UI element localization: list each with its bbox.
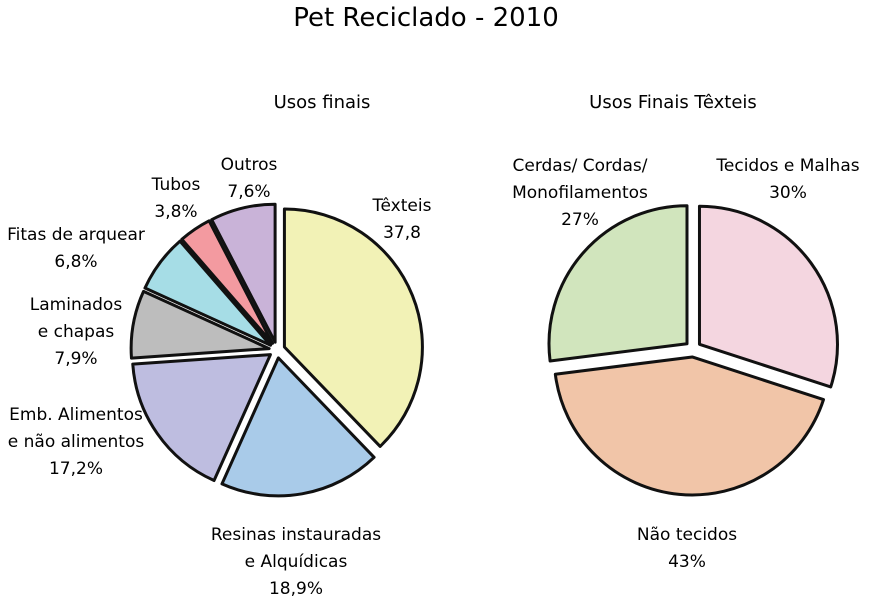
right-pie bbox=[547, 204, 839, 497]
label-line: Fitas de arquear bbox=[7, 225, 145, 245]
right-pie-slice-tecidos-e-malhas bbox=[697, 204, 839, 389]
left-label-texteis: Têxteis 37,8 bbox=[372, 196, 432, 243]
label-line: 18,9% bbox=[269, 579, 323, 599]
right-pie-title: Usos Finais Têxteis bbox=[589, 92, 757, 113]
left-label-outros: Outros 7,6% bbox=[221, 155, 278, 202]
label-line: 3,8% bbox=[154, 202, 197, 222]
label-line: 17,2% bbox=[49, 459, 103, 479]
right-pie-slice-cerdas-cordas-monofilamentos bbox=[547, 204, 689, 363]
left-pie-slice-outros bbox=[210, 202, 277, 344]
left-pie-slice-emb-alimentos-e-nao-alimentos bbox=[131, 353, 272, 483]
label-line: Não tecidos bbox=[637, 525, 737, 545]
left-label-tubos: Tubos 3,8% bbox=[151, 175, 201, 222]
label-line: Laminados bbox=[30, 295, 123, 315]
label-line: 30% bbox=[769, 183, 807, 203]
left-pie-labels: Têxteis 37,8 Resinas instauradas e Alquídic… bbox=[7, 155, 432, 599]
label-line: 6,8% bbox=[54, 252, 97, 272]
left-pie-slice-fitas-de-arquear bbox=[143, 239, 273, 347]
label-line: 7,9% bbox=[54, 349, 97, 369]
left-label-laminados: Laminados e chapas 7,9% bbox=[30, 295, 123, 369]
right-label-nao-tecidos: Não tecidos 43% bbox=[637, 525, 737, 572]
right-label-cerdas-cordas: Cerdas/ Cordas/Monofilamentos 27% bbox=[512, 156, 648, 230]
left-pie-title: Usos finais bbox=[274, 92, 371, 113]
right-label-tecidos-e-malhas: Tecidos e Malhas 30% bbox=[715, 156, 859, 203]
label-line: 27% bbox=[561, 210, 599, 230]
left-pie-slice-texteis bbox=[282, 207, 424, 448]
left-pie-slice-tubos bbox=[180, 219, 275, 345]
label-line: Cerdas/ Cordas/ bbox=[513, 156, 648, 176]
label-line: Emb. Alimentos bbox=[9, 405, 143, 425]
label-line: Outros bbox=[221, 155, 278, 175]
label-line: Resinas instauradas bbox=[211, 525, 381, 545]
label-line: e não alimentos bbox=[8, 432, 145, 452]
left-label-fitas-de-arquear: Fitas de arquear 6,8% bbox=[7, 225, 145, 272]
right-pie-labels: Tecidos e Malhas 30% Não tecidos 43% Cerdas/… bbox=[512, 156, 860, 572]
label-line: Monofilamentos bbox=[512, 183, 648, 203]
right-pie-slice-nao-tecidos bbox=[553, 355, 825, 497]
chart-title: Pet Reciclado - 2010 bbox=[293, 3, 559, 33]
label-line: 37,8 bbox=[383, 223, 421, 243]
label-line: Tubos bbox=[151, 175, 201, 195]
label-line: Têxteis bbox=[372, 196, 432, 216]
label-line: 7,6% bbox=[227, 182, 270, 202]
label-line: e chapas bbox=[38, 322, 115, 342]
label-line: 43% bbox=[668, 552, 706, 572]
left-pie-slice-resinas-instauradas-e-alquidicas bbox=[220, 356, 376, 498]
label-line: e Alquídicas bbox=[245, 552, 348, 572]
label-line: Tecidos e Malhas bbox=[715, 156, 859, 176]
left-label-emb-alimentos: Emb. Alimentos e não alimentos 17,2% bbox=[8, 405, 145, 479]
left-label-resinas-instauradas: Resinas instauradas e Alquídicas 18,9% bbox=[211, 525, 381, 599]
left-pie bbox=[129, 202, 424, 498]
left-pie-slice-laminados-e-chapas bbox=[129, 289, 271, 360]
